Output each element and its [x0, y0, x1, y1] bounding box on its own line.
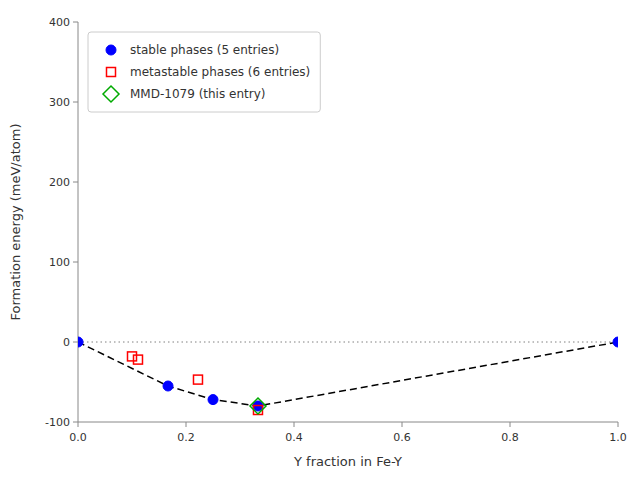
- reference-line: [78, 342, 618, 343]
- legend-swatch: [103, 86, 119, 102]
- x-tick: [510, 422, 511, 427]
- y-tick-label: 200: [49, 176, 70, 189]
- x-tick-label: 0.4: [285, 431, 303, 444]
- axes: 0.0 0.2 0.4 0.6 0.8 1.0 -100 0 100 200 300 400: [45, 16, 627, 444]
- y-tick: [73, 422, 78, 423]
- plot-area: [78, 337, 618, 415]
- x-tick: [618, 422, 619, 427]
- y-tick: [73, 102, 78, 103]
- point: [250, 398, 266, 414]
- point: [193, 375, 202, 384]
- legend-label: metastable phases (6 entries): [130, 65, 310, 79]
- hull-line: [78, 342, 618, 406]
- y-tick: [73, 262, 78, 263]
- x-tick-label: 0.6: [393, 431, 411, 444]
- legend-label: stable phases (5 entries): [130, 43, 279, 57]
- point: [163, 381, 173, 391]
- legend-label: MMD-1079 (this entry): [130, 87, 265, 101]
- y-tick-label: 400: [49, 16, 70, 29]
- series-points: [78, 337, 618, 411]
- y-tick-label: -100: [45, 416, 70, 429]
- x-tick-label: 1.0: [609, 431, 627, 444]
- point: [78, 337, 83, 347]
- y-tick: [73, 22, 78, 23]
- point: [133, 355, 142, 364]
- legend-box: [88, 32, 320, 112]
- series-points: [128, 352, 263, 415]
- x-tick-label: 0.0: [69, 431, 87, 444]
- series-points: [250, 398, 266, 414]
- y-axis-line: [78, 22, 79, 422]
- chart: 0.0 0.2 0.4 0.6 0.8 1.0 -100 0 100 200 300 400 Y fra…: [0, 0, 640, 480]
- x-axis-label: Y fraction in Fe-Y: [293, 454, 402, 469]
- x-tick: [294, 422, 295, 427]
- y-axis-label: Formation energy (meV/atom): [8, 124, 23, 321]
- legend-swatch: [106, 45, 116, 55]
- x-tick: [186, 422, 187, 427]
- point: [128, 352, 137, 361]
- legend-swatch: [107, 68, 116, 77]
- x-tick: [402, 422, 403, 427]
- x-tick-label: 0.2: [177, 431, 195, 444]
- y-tick-label: 300: [49, 96, 70, 109]
- x-axis-line: [78, 422, 618, 423]
- y-tick-label: 0: [63, 336, 70, 349]
- y-tick-label: 100: [49, 256, 70, 269]
- y-tick: [73, 342, 78, 343]
- legend: stable phases (5 entries) metastable phas…: [88, 32, 320, 112]
- x-tick-label: 0.8: [501, 431, 519, 444]
- x-tick: [78, 422, 79, 427]
- point: [613, 337, 618, 347]
- y-tick: [73, 182, 78, 183]
- point: [208, 395, 218, 405]
